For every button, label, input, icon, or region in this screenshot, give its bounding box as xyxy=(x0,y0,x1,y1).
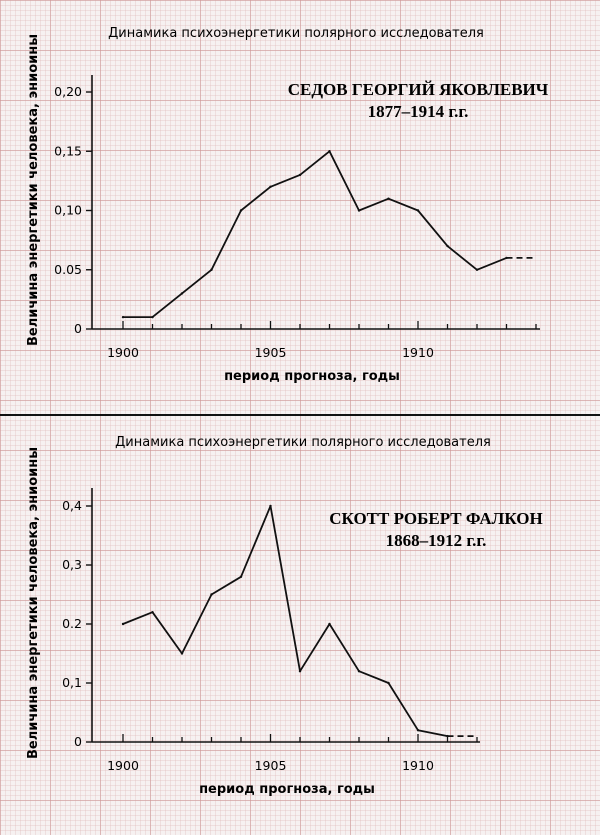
chart-title: Динамика психоэнергетики полярного иссле… xyxy=(115,435,491,450)
y-tick-label: 0 xyxy=(74,734,82,749)
y-tick-label: 0,1 xyxy=(62,675,82,690)
data-point xyxy=(416,729,420,732)
series-line xyxy=(122,505,448,737)
chart-title: Динамика психоэнергетики полярного иссле… xyxy=(108,26,484,41)
x-tick-label: 1910 xyxy=(402,345,434,360)
data-point xyxy=(210,593,213,596)
data-point xyxy=(357,209,361,212)
data-point xyxy=(151,611,154,614)
y-tick-label: 0 xyxy=(74,321,82,336)
data-point xyxy=(269,185,272,188)
x-tick-label: 1905 xyxy=(255,758,287,773)
data-point xyxy=(180,292,184,295)
x-axis-label: период прогноза, годы xyxy=(199,782,375,797)
y-tick-label: 0,4 xyxy=(62,498,82,513)
explorer-name: СЕДОВ ГЕОРГИЙ ЯКОВЛЕВИЧ xyxy=(288,80,549,99)
data-point xyxy=(121,315,125,319)
x-tick-label: 1900 xyxy=(107,758,139,773)
chart-2: Динамика психоэнергетики полярного иссле… xyxy=(26,435,543,797)
chart-1: Динамика психоэнергетики полярного иссле… xyxy=(26,26,549,384)
y-axis-label: Величина энергетики человека, эниоины xyxy=(26,34,41,346)
data-point xyxy=(446,244,449,248)
data-point xyxy=(416,209,420,212)
data-point xyxy=(328,622,331,626)
y-tick-label: 0.05 xyxy=(54,262,82,277)
data-point xyxy=(121,622,125,626)
data-point xyxy=(328,150,331,153)
y-tick-label: 0,20 xyxy=(54,84,82,99)
data-point xyxy=(210,268,213,271)
x-tick-label: 1905 xyxy=(255,345,287,360)
data-point xyxy=(387,197,390,200)
data-point xyxy=(180,652,184,655)
data-point xyxy=(151,315,154,319)
explorer-name: СКОТТ РОБЕРТ ФАЛКОН xyxy=(329,509,542,528)
data-point xyxy=(357,670,361,673)
data-point xyxy=(387,681,390,685)
x-axis-label: период прогноза, годы xyxy=(224,369,400,384)
data-point xyxy=(298,173,302,177)
explorer-years: 1868–1912 г.г. xyxy=(386,531,487,550)
y-tick-label: 0,15 xyxy=(54,143,82,158)
data-point xyxy=(239,209,243,212)
series-line xyxy=(123,150,507,319)
data-point xyxy=(475,268,479,271)
y-axis-label: Величина энергетики человека, эниоины xyxy=(26,447,41,759)
y-tick-label: 0,3 xyxy=(62,557,82,572)
data-point xyxy=(269,504,272,508)
data-point xyxy=(239,575,243,578)
explorer-years: 1877–1914 г.г. xyxy=(368,102,469,121)
y-tick-label: 0.2 xyxy=(62,616,82,631)
x-tick-label: 1900 xyxy=(107,345,139,360)
y-tick-label: 0,10 xyxy=(54,203,82,218)
x-tick-label: 1910 xyxy=(402,758,434,773)
data-point xyxy=(298,670,302,673)
